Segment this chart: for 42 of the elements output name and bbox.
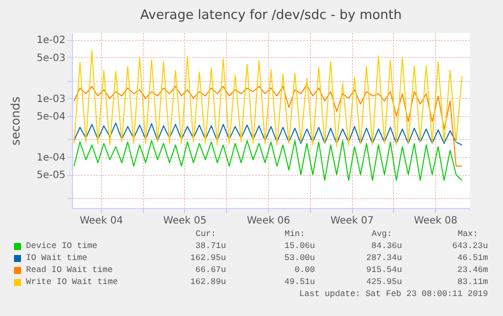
text: 162.89u bbox=[190, 277, 226, 287]
y-tick-label: 1e-03 bbox=[36, 94, 66, 105]
y-tick-label: 1e-04 bbox=[36, 152, 66, 164]
text: 915.54u bbox=[366, 265, 402, 275]
line-series bbox=[73, 122, 463, 146]
text: 643.23u bbox=[452, 241, 488, 251]
line-series bbox=[73, 50, 463, 148]
text: 83.11m bbox=[457, 277, 488, 287]
y-axis-title: seconds bbox=[8, 96, 23, 146]
y-tick-label: 5e-04 bbox=[36, 111, 66, 122]
line-series bbox=[73, 84, 463, 167]
x-tick-label: Week 05 bbox=[163, 216, 207, 226]
text: 162.95u bbox=[190, 253, 226, 263]
legend-label: Device IO time bbox=[26, 241, 98, 251]
text: 38.71u bbox=[195, 241, 226, 251]
legend-label: Read IO Wait time bbox=[26, 265, 113, 275]
legend-label: Write IO Wait time bbox=[26, 277, 118, 287]
x-tick-label: Week 04 bbox=[80, 216, 124, 226]
text: Last update: Sat Feb 23 08:00:11 2019 bbox=[299, 289, 488, 299]
text: Cur: bbox=[196, 229, 216, 239]
legend-label: IO Wait time bbox=[26, 253, 88, 263]
chart-title: Average latency for /dev/sdc - by month bbox=[140, 8, 402, 23]
line-series bbox=[73, 140, 463, 181]
text: 49.51u bbox=[284, 277, 315, 287]
x-tick-label: Week 06 bbox=[246, 216, 290, 226]
text: 66.67u bbox=[195, 265, 226, 275]
text: Min: bbox=[284, 229, 305, 239]
y-tick-label: 5e-05 bbox=[36, 170, 66, 182]
text: 53.00u bbox=[284, 253, 315, 263]
text: 84.36u bbox=[371, 241, 402, 251]
text: 15.06u bbox=[284, 241, 315, 251]
text: 425.95u bbox=[366, 277, 402, 287]
y-tick-label: 1e-02 bbox=[36, 35, 66, 46]
x-tick-label: Week 08 bbox=[414, 216, 458, 226]
text: 23.46m bbox=[457, 265, 488, 275]
text: Max: bbox=[458, 229, 478, 239]
text: Avg: bbox=[372, 229, 392, 239]
text: 287.34u bbox=[366, 253, 402, 263]
y-tick-label: 5e-03 bbox=[36, 52, 66, 64]
text: 46.51m bbox=[457, 253, 488, 263]
x-tick-label: Week 07 bbox=[330, 216, 374, 226]
text: 0.00 bbox=[294, 265, 315, 275]
